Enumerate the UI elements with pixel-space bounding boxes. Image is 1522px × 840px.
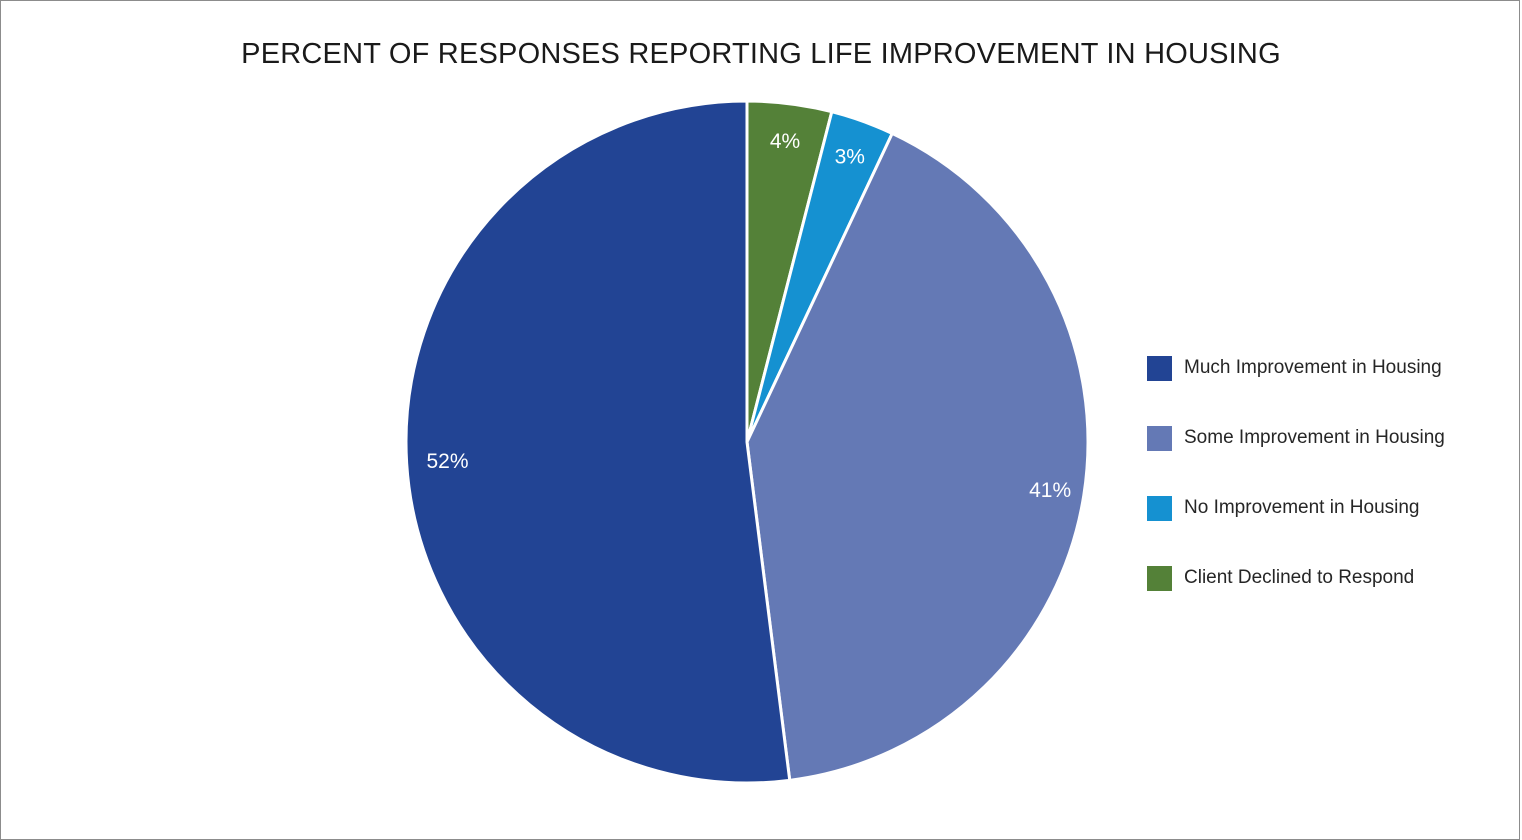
slice-much-improvement: [404, 99, 792, 785]
slice-label-client-declined: 4%: [770, 130, 800, 153]
legend-swatch-client-declined: [1147, 565, 1172, 591]
legend-swatch-much-improvement: [1147, 355, 1172, 381]
legend-item-no-improvement: No Improvement in Housing: [1147, 473, 1517, 543]
slice-label-much-improvement: 52%: [426, 450, 468, 473]
legend-item-much-improvement: Much Improvement in Housing: [1147, 333, 1517, 403]
slice-label-no-improvement: 3%: [835, 145, 865, 168]
legend-label: No Improvement in Housing: [1184, 497, 1420, 518]
legend-swatch-no-improvement: [1147, 495, 1172, 521]
legend-label: Some Improvement in Housing: [1184, 427, 1445, 448]
legend-item-some-improvement: Some Improvement in Housing: [1147, 403, 1517, 473]
legend: Much Improvement in Housing Some Improve…: [1147, 333, 1517, 613]
legend-item-client-declined: Client Declined to Respond: [1147, 543, 1517, 613]
pie-chart: 4% 3% 41% 52%: [404, 99, 1090, 785]
slice-label-some-improvement: 41%: [1029, 479, 1071, 502]
legend-swatch-some-improvement: [1147, 425, 1172, 451]
legend-label: Much Improvement in Housing: [1184, 357, 1442, 378]
slice-some-improvement: [745, 131, 1090, 782]
chart-title: PERCENT OF RESPONSES REPORTING LIFE IMPR…: [241, 38, 1281, 70]
legend-label: Client Declined to Respond: [1184, 567, 1415, 588]
